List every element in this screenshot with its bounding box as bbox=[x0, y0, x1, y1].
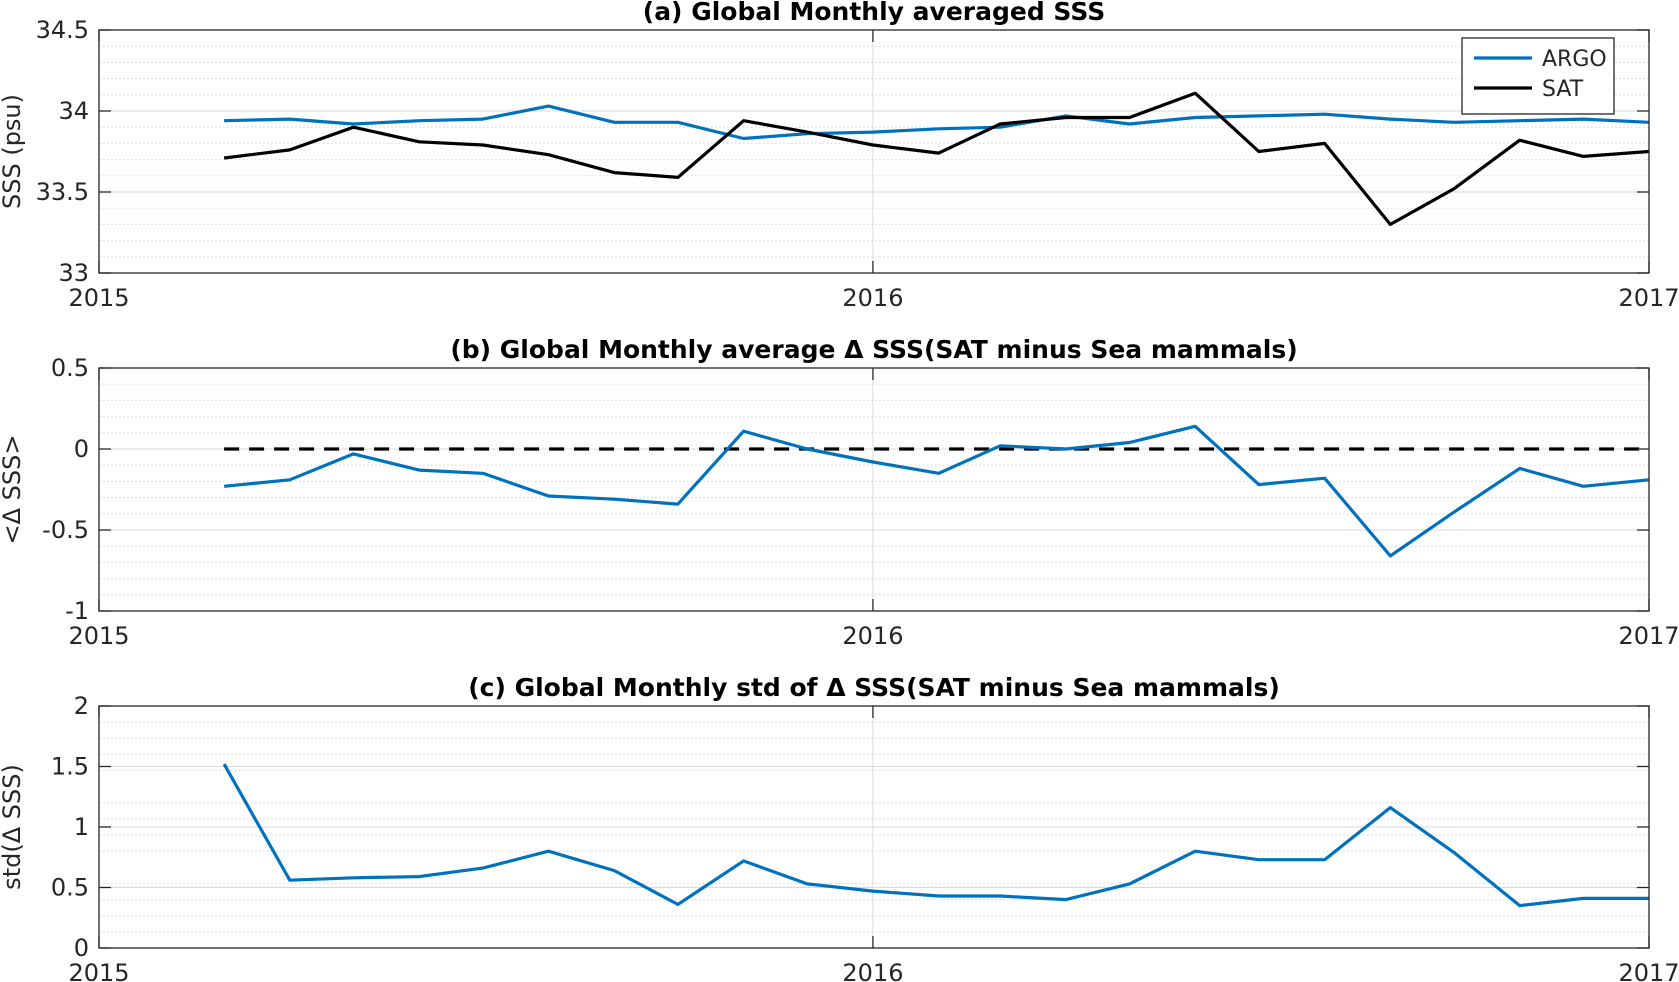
chart-title: (c) Global Monthly std of Δ SSS(SAT minu… bbox=[468, 673, 1280, 702]
series-line-1 bbox=[223, 424, 1650, 558]
y-tick-label: 2 bbox=[74, 692, 89, 720]
y-tick-label: 0.5 bbox=[51, 874, 89, 902]
series-line-1 bbox=[222, 763, 1649, 908]
y-tick-label: 0 bbox=[74, 435, 89, 463]
x-tick-label: 2015 bbox=[68, 622, 129, 650]
x-tick-label: 2016 bbox=[842, 959, 903, 982]
y-tick-label: 0 bbox=[74, 934, 89, 962]
x-tick-label: 2017 bbox=[1618, 959, 1679, 982]
y-tick-label: 1.5 bbox=[51, 753, 89, 781]
panel-c: 0 0.5 1 1.5 2 2015 2016 2017 (c) Global Monthly … bbox=[0, 673, 1679, 982]
x-tick-label: 2015 bbox=[68, 959, 129, 982]
axes-box bbox=[98, 367, 1650, 612]
chart-title: (b) Global Monthly average Δ SSS(SAT min… bbox=[450, 335, 1297, 364]
y-axis-label: <Δ SSS> bbox=[0, 435, 26, 545]
series-line-argo bbox=[224, 104, 1650, 141]
panel-b: -1 -0.5 0 0.5 2015 2016 2017 (b) Global Monthly… bbox=[0, 335, 1679, 650]
x-tick-label: 2015 bbox=[68, 284, 129, 312]
legend: ARGO SAT bbox=[1461, 37, 1615, 115]
y-axis-label: SSS (psu) bbox=[0, 94, 26, 209]
y-tick-label: 1 bbox=[74, 813, 89, 841]
y-tick-label: 34.5 bbox=[36, 16, 89, 44]
series-line-sat bbox=[223, 91, 1650, 226]
axes-box bbox=[98, 29, 1650, 274]
y-tick-label: -0.5 bbox=[42, 516, 89, 544]
y-tick-label: 33 bbox=[58, 259, 89, 287]
y-tick-label: 0.5 bbox=[51, 354, 89, 382]
x-tick-label: 2016 bbox=[842, 622, 903, 650]
y-tick-label: -1 bbox=[65, 597, 89, 625]
legend-label-argo: ARGO bbox=[1542, 47, 1607, 72]
x-tick-label: 2016 bbox=[842, 284, 903, 312]
x-tick-label: 2017 bbox=[1618, 284, 1679, 312]
chart-title: (a) Global Monthly averaged SSS bbox=[643, 0, 1105, 26]
y-tick-label: 33.5 bbox=[36, 178, 89, 206]
legend-label-sat: SAT bbox=[1542, 77, 1584, 102]
y-axis-label: std(Δ SSS) bbox=[0, 764, 26, 890]
panel-a: 33 33.5 34 34.5 2015 2016 2017 (a) Global Month… bbox=[0, 0, 1679, 312]
legend-box bbox=[1461, 37, 1615, 115]
x-tick-label: 2017 bbox=[1618, 622, 1679, 650]
y-tick-label: 34 bbox=[58, 97, 89, 125]
